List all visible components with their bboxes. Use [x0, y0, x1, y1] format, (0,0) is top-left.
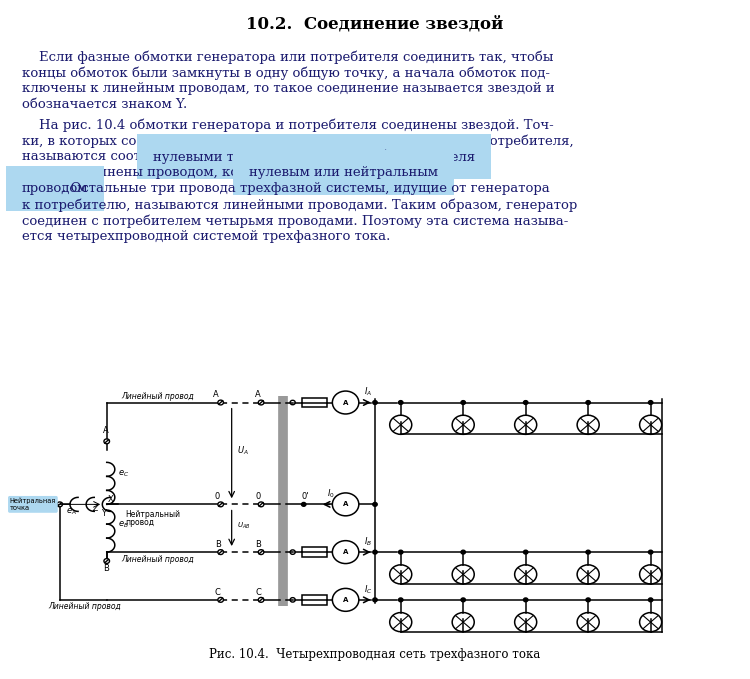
Text: X: X — [108, 496, 114, 504]
Text: 10.2.  Соединение звездой: 10.2. Соединение звездой — [246, 15, 504, 32]
Text: $I_A$: $I_A$ — [364, 386, 372, 399]
Text: Линейный провод: Линейный провод — [122, 392, 194, 401]
Text: 0: 0 — [255, 492, 260, 501]
Text: C: C — [255, 588, 261, 597]
Text: B: B — [214, 540, 220, 549]
Text: проводом: проводом — [22, 182, 88, 195]
Circle shape — [373, 550, 377, 554]
Circle shape — [398, 598, 403, 602]
Circle shape — [332, 391, 358, 414]
Text: соединен с потребителем четырьмя проводами. Поэтому эта система называ-: соединен с потребителем четырьмя провода… — [22, 214, 568, 227]
Text: точки соединены проводом, который называется: точки соединены проводом, который называ… — [22, 166, 370, 179]
Text: A: A — [213, 390, 219, 399]
Text: B: B — [255, 540, 261, 549]
Text: . Остальные три провода трехфазной системы, идущие от генератора: . Остальные три провода трехфазной систе… — [62, 182, 550, 195]
Text: к потребителю, называются линейными проводами. Таким образом, генератор: к потребителю, называются линейными пров… — [22, 198, 578, 212]
Text: ключены к линейным проводам, то такое соединение называется звездой и: ключены к линейным проводам, то такое со… — [22, 82, 554, 95]
Text: Z: Z — [92, 504, 98, 513]
Text: обозначается знаком Y.: обозначается знаком Y. — [22, 98, 188, 111]
Text: $I_C$: $I_C$ — [364, 583, 373, 595]
Text: 0': 0' — [302, 492, 309, 501]
Text: Рис. 10.4.  Четырехпроводная сеть трехфазного тока: Рис. 10.4. Четырехпроводная сеть трехфаз… — [209, 648, 541, 661]
Circle shape — [217, 502, 223, 507]
Text: Если фазные обмотки генератора или потребителя соединить так, чтобы: Если фазные обмотки генератора или потре… — [22, 50, 554, 64]
Text: 0: 0 — [214, 492, 220, 501]
Text: $I_B$: $I_B$ — [364, 536, 372, 548]
Text: $e_C$: $e_C$ — [118, 469, 129, 479]
Text: . Обе: . Обе — [360, 150, 395, 163]
Circle shape — [258, 550, 264, 555]
Circle shape — [104, 439, 110, 444]
Circle shape — [398, 401, 403, 405]
Text: нулевыми точками генератора и потребителя: нулевыми точками генератора и потребител… — [153, 150, 476, 164]
Circle shape — [373, 502, 377, 507]
Circle shape — [217, 400, 223, 405]
Text: $U_A$: $U_A$ — [237, 445, 248, 457]
Text: A: A — [343, 501, 348, 507]
Circle shape — [524, 401, 528, 405]
Circle shape — [302, 502, 306, 507]
Circle shape — [461, 401, 466, 405]
Circle shape — [217, 598, 223, 602]
Text: $U_{AB}$: $U_{AB}$ — [237, 521, 250, 532]
Circle shape — [649, 550, 652, 554]
Circle shape — [258, 502, 264, 507]
Circle shape — [524, 598, 528, 602]
Circle shape — [649, 401, 652, 405]
Text: B: B — [103, 564, 109, 573]
Text: Y: Y — [100, 509, 106, 518]
Circle shape — [373, 401, 377, 405]
Text: Нейтральный: Нейтральный — [125, 510, 180, 519]
Text: ется четырехпроводной системой трехфазного тока.: ется четырехпроводной системой трехфазно… — [22, 230, 390, 243]
Text: $e_A$: $e_A$ — [66, 507, 77, 517]
Circle shape — [332, 589, 358, 611]
Circle shape — [258, 598, 264, 602]
FancyBboxPatch shape — [302, 547, 327, 557]
Text: Линейный провод: Линейный провод — [122, 555, 194, 564]
Circle shape — [586, 550, 590, 554]
Circle shape — [649, 598, 652, 602]
Circle shape — [586, 598, 590, 602]
Text: Линейный провод: Линейный провод — [48, 602, 121, 611]
Circle shape — [461, 598, 466, 602]
Circle shape — [258, 400, 264, 405]
Text: A: A — [343, 399, 348, 405]
Text: называются соответственно: называются соответственно — [22, 150, 223, 163]
Text: Нейтральная
точка: Нейтральная точка — [10, 498, 56, 511]
Circle shape — [461, 550, 466, 554]
Text: A: A — [255, 390, 261, 399]
Text: C: C — [214, 588, 220, 597]
Circle shape — [398, 550, 403, 554]
FancyBboxPatch shape — [302, 398, 327, 407]
Circle shape — [332, 540, 358, 564]
Text: $I_0$: $I_0$ — [327, 488, 335, 500]
Circle shape — [57, 502, 62, 507]
Text: концы обмоток были замкнуты в одну общую точку, а начала обмоток под-: концы обмоток были замкнуты в одну общую… — [22, 66, 550, 79]
Text: A: A — [103, 426, 109, 435]
Text: C: C — [50, 504, 55, 513]
Circle shape — [524, 550, 528, 554]
Text: нулевым или нейтральным: нулевым или нейтральным — [249, 166, 438, 179]
Text: ки, в которых соединены концы фазных обмоток генератора или потребителя,: ки, в которых соединены концы фазных обм… — [22, 134, 574, 147]
Text: $e_B$: $e_B$ — [118, 519, 128, 530]
Text: На рис. 10.4 обмотки генератора и потребителя соединены звездой. Точ-: На рис. 10.4 обмотки генератора и потреб… — [22, 118, 554, 132]
Text: провод: провод — [125, 518, 154, 527]
FancyBboxPatch shape — [302, 595, 327, 604]
Circle shape — [217, 550, 223, 555]
Circle shape — [104, 559, 110, 564]
Text: A: A — [343, 597, 348, 603]
Text: A: A — [343, 549, 348, 555]
Circle shape — [373, 598, 377, 602]
Circle shape — [586, 401, 590, 405]
Circle shape — [332, 493, 358, 516]
